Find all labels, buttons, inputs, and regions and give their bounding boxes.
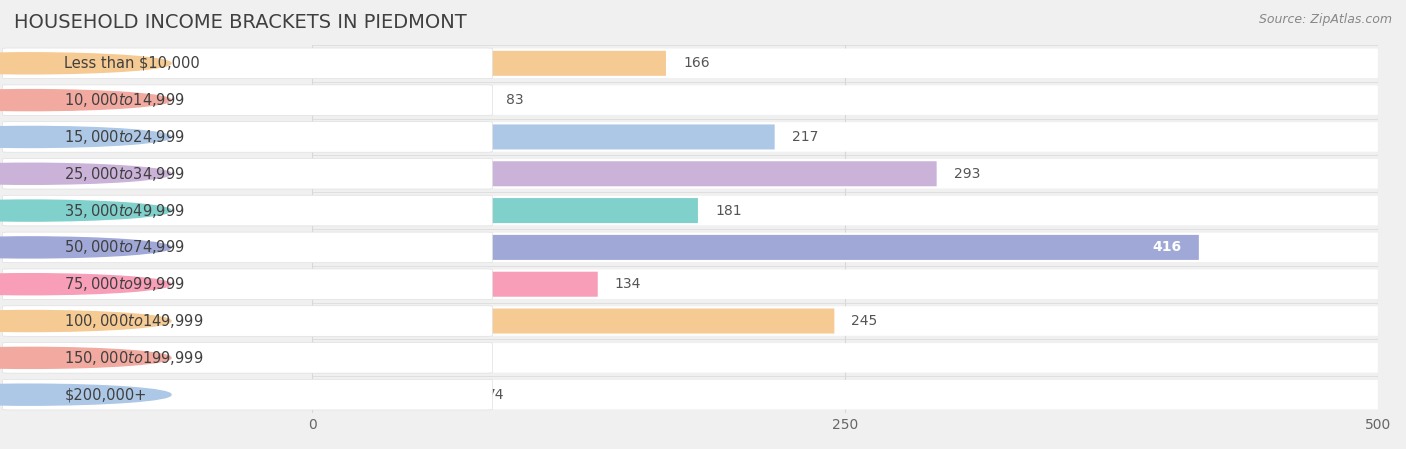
FancyBboxPatch shape xyxy=(312,85,1378,115)
FancyBboxPatch shape xyxy=(3,122,492,152)
FancyBboxPatch shape xyxy=(312,198,697,223)
FancyBboxPatch shape xyxy=(312,122,1378,152)
Circle shape xyxy=(0,384,172,405)
FancyBboxPatch shape xyxy=(3,195,492,226)
Circle shape xyxy=(0,274,172,295)
Text: 245: 245 xyxy=(852,314,877,328)
FancyBboxPatch shape xyxy=(3,85,492,115)
Text: $15,000 to $24,999: $15,000 to $24,999 xyxy=(65,128,186,146)
Text: 217: 217 xyxy=(792,130,818,144)
Circle shape xyxy=(0,311,172,331)
FancyBboxPatch shape xyxy=(312,196,1378,225)
Text: 74: 74 xyxy=(486,387,505,402)
Text: $200,000+: $200,000+ xyxy=(65,387,146,402)
FancyBboxPatch shape xyxy=(312,380,1378,409)
FancyBboxPatch shape xyxy=(312,343,1378,373)
FancyBboxPatch shape xyxy=(3,269,492,299)
FancyBboxPatch shape xyxy=(312,272,598,297)
FancyBboxPatch shape xyxy=(312,233,1378,262)
Text: 134: 134 xyxy=(614,277,641,291)
FancyBboxPatch shape xyxy=(312,235,1199,260)
FancyBboxPatch shape xyxy=(312,88,489,113)
Text: $10,000 to $14,999: $10,000 to $14,999 xyxy=(65,91,186,109)
FancyBboxPatch shape xyxy=(312,51,666,76)
Text: 181: 181 xyxy=(716,203,741,218)
FancyBboxPatch shape xyxy=(312,161,936,186)
Text: $50,000 to $74,999: $50,000 to $74,999 xyxy=(65,238,186,256)
FancyBboxPatch shape xyxy=(312,159,1378,189)
Circle shape xyxy=(0,90,172,110)
FancyBboxPatch shape xyxy=(3,343,492,373)
FancyBboxPatch shape xyxy=(312,382,470,407)
FancyBboxPatch shape xyxy=(3,48,492,79)
Text: $100,000 to $149,999: $100,000 to $149,999 xyxy=(65,312,204,330)
FancyBboxPatch shape xyxy=(3,158,492,189)
Text: 293: 293 xyxy=(953,167,980,181)
FancyBboxPatch shape xyxy=(312,308,834,334)
FancyBboxPatch shape xyxy=(312,306,1378,336)
FancyBboxPatch shape xyxy=(312,269,1378,299)
FancyBboxPatch shape xyxy=(312,124,775,150)
Text: Source: ZipAtlas.com: Source: ZipAtlas.com xyxy=(1258,13,1392,26)
FancyBboxPatch shape xyxy=(3,306,492,336)
Text: 31: 31 xyxy=(395,351,413,365)
Text: 166: 166 xyxy=(683,56,710,70)
FancyBboxPatch shape xyxy=(3,232,492,263)
FancyBboxPatch shape xyxy=(312,345,378,370)
Text: 416: 416 xyxy=(1153,240,1182,255)
Text: 83: 83 xyxy=(506,93,523,107)
Circle shape xyxy=(0,53,172,74)
Text: $35,000 to $49,999: $35,000 to $49,999 xyxy=(65,202,186,220)
FancyBboxPatch shape xyxy=(312,48,1378,78)
Circle shape xyxy=(0,237,172,258)
Text: $75,000 to $99,999: $75,000 to $99,999 xyxy=(65,275,186,293)
Text: HOUSEHOLD INCOME BRACKETS IN PIEDMONT: HOUSEHOLD INCOME BRACKETS IN PIEDMONT xyxy=(14,13,467,32)
Circle shape xyxy=(0,348,172,368)
Circle shape xyxy=(0,127,172,147)
FancyBboxPatch shape xyxy=(3,379,492,410)
Text: $150,000 to $199,999: $150,000 to $199,999 xyxy=(65,349,204,367)
Circle shape xyxy=(0,163,172,184)
Circle shape xyxy=(0,200,172,221)
Text: $25,000 to $34,999: $25,000 to $34,999 xyxy=(65,165,186,183)
Text: Less than $10,000: Less than $10,000 xyxy=(65,56,200,71)
